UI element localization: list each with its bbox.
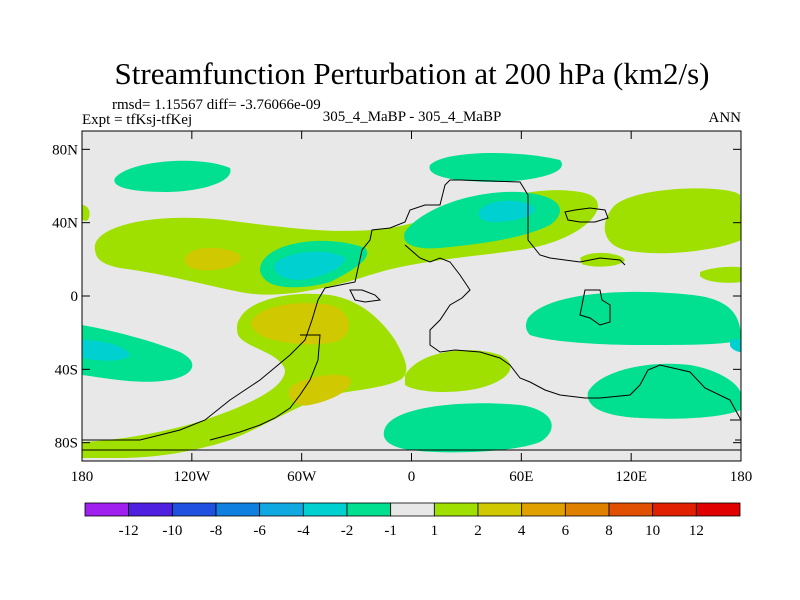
coast-east-edge bbox=[730, 419, 741, 441]
colorbar: -12 -10 -8 -6 -4 -2 -1 1 2 4 6 8 10 12 bbox=[84, 502, 741, 539]
contour-pos-west-edge bbox=[82, 205, 90, 221]
colorbar-swatch bbox=[608, 502, 654, 517]
contour-neg-top-east bbox=[429, 153, 562, 182]
colorbar-swatch bbox=[128, 502, 173, 517]
contour-neg-south-east-2 bbox=[587, 363, 741, 419]
contour-neg-sw-strong bbox=[82, 340, 130, 361]
contour-fields bbox=[82, 153, 741, 458]
coast-africa-east bbox=[404, 244, 741, 421]
x-tick-label: 0 bbox=[408, 469, 416, 485]
axis-ticks: 180 120W 60W 0 60E 120E 180 80N 40N 0 40S 80S bbox=[52, 131, 752, 485]
y-tick-label: 0 bbox=[71, 289, 79, 305]
coast-south-inner bbox=[209, 334, 321, 441]
y-tick-label: 40S bbox=[55, 362, 78, 378]
colorbar-swatch bbox=[695, 502, 741, 517]
colorbar-label: 10 bbox=[645, 523, 660, 539]
x-tick-label: 120E bbox=[615, 469, 647, 485]
x-tick-label: 60E bbox=[509, 469, 533, 485]
contour-pos-south-strong-2 bbox=[288, 374, 351, 406]
colorbar-swatch bbox=[259, 502, 304, 517]
contour-pos-nw-strong bbox=[184, 247, 241, 271]
contour-neg-top-west bbox=[114, 160, 231, 192]
colorbar-label: -8 bbox=[210, 523, 223, 539]
colorbar-swatch bbox=[564, 502, 610, 517]
x-tick-label: 180 bbox=[71, 469, 94, 485]
y-tick-label: 80N bbox=[52, 142, 78, 158]
colorbar-label: -2 bbox=[341, 523, 354, 539]
colorbar-label: 4 bbox=[518, 523, 526, 539]
colorbar-label: 8 bbox=[605, 523, 613, 539]
coast-asia-pen bbox=[579, 289, 611, 326]
colorbar-swatch bbox=[390, 502, 435, 517]
colorbar-label: 12 bbox=[689, 523, 704, 539]
colorbar-swatch bbox=[652, 502, 697, 517]
contour-pos-south-east bbox=[405, 350, 511, 392]
coast-south-america bbox=[82, 179, 626, 441]
colorbar-swatch bbox=[521, 502, 566, 517]
contour-pos-south-strong-1 bbox=[251, 303, 349, 345]
colorbar-swatch bbox=[346, 502, 392, 517]
y-tick-label: 40N bbox=[52, 216, 78, 232]
x-tick-label: 180 bbox=[730, 469, 753, 485]
expt-label: Expt = tfKsj-tfKej bbox=[82, 112, 192, 128]
coast-eurasia-island bbox=[564, 207, 609, 223]
colorbar-label: 2 bbox=[474, 523, 482, 539]
colorbar-label: -6 bbox=[253, 523, 266, 539]
colorbar-label: 1 bbox=[431, 523, 439, 539]
colorbar-swatch bbox=[215, 502, 261, 517]
season-label: ANN bbox=[709, 110, 742, 126]
x-tick-label: 60W bbox=[287, 469, 317, 485]
colorbar-swatch bbox=[171, 502, 217, 517]
contour-neg-south-bottom bbox=[383, 403, 552, 453]
stats-label: rmsd= 1.15567 diff= -3.76066e-09 bbox=[112, 97, 321, 113]
colorbar-swatch bbox=[433, 502, 479, 517]
y-tick-label: 80S bbox=[55, 436, 78, 452]
coast-africa bbox=[349, 289, 382, 303]
x-tick-label: 120W bbox=[173, 469, 211, 485]
colorbar-swatch bbox=[477, 502, 523, 517]
contour-neg-sw bbox=[82, 325, 193, 382]
contour-pos-n-east-small bbox=[580, 252, 625, 267]
colorbar-label: -1 bbox=[384, 523, 397, 539]
coastlines bbox=[82, 179, 741, 451]
colorbar-label: -4 bbox=[297, 523, 310, 539]
contour-neg-east-cyan bbox=[730, 339, 741, 352]
contour-pos-east-edge bbox=[700, 266, 741, 283]
contour-neg-south-east-1 bbox=[525, 291, 741, 345]
colorbar-label: 6 bbox=[562, 523, 570, 539]
contour-pos-ne bbox=[604, 188, 741, 254]
chart-title: Streamfunction Perturbation at 200 hPa (… bbox=[115, 56, 710, 91]
contour-neg-ne-strong bbox=[478, 200, 535, 222]
colorbar-swatch bbox=[302, 502, 348, 517]
colorbar-label: -12 bbox=[119, 523, 139, 539]
colorbar-label: -10 bbox=[162, 523, 182, 539]
colorbar-swatch bbox=[84, 502, 130, 517]
center-label: 305_4_MaBP - 305_4_MaBP bbox=[323, 109, 502, 125]
contour-neg-nw-strong bbox=[274, 251, 345, 280]
